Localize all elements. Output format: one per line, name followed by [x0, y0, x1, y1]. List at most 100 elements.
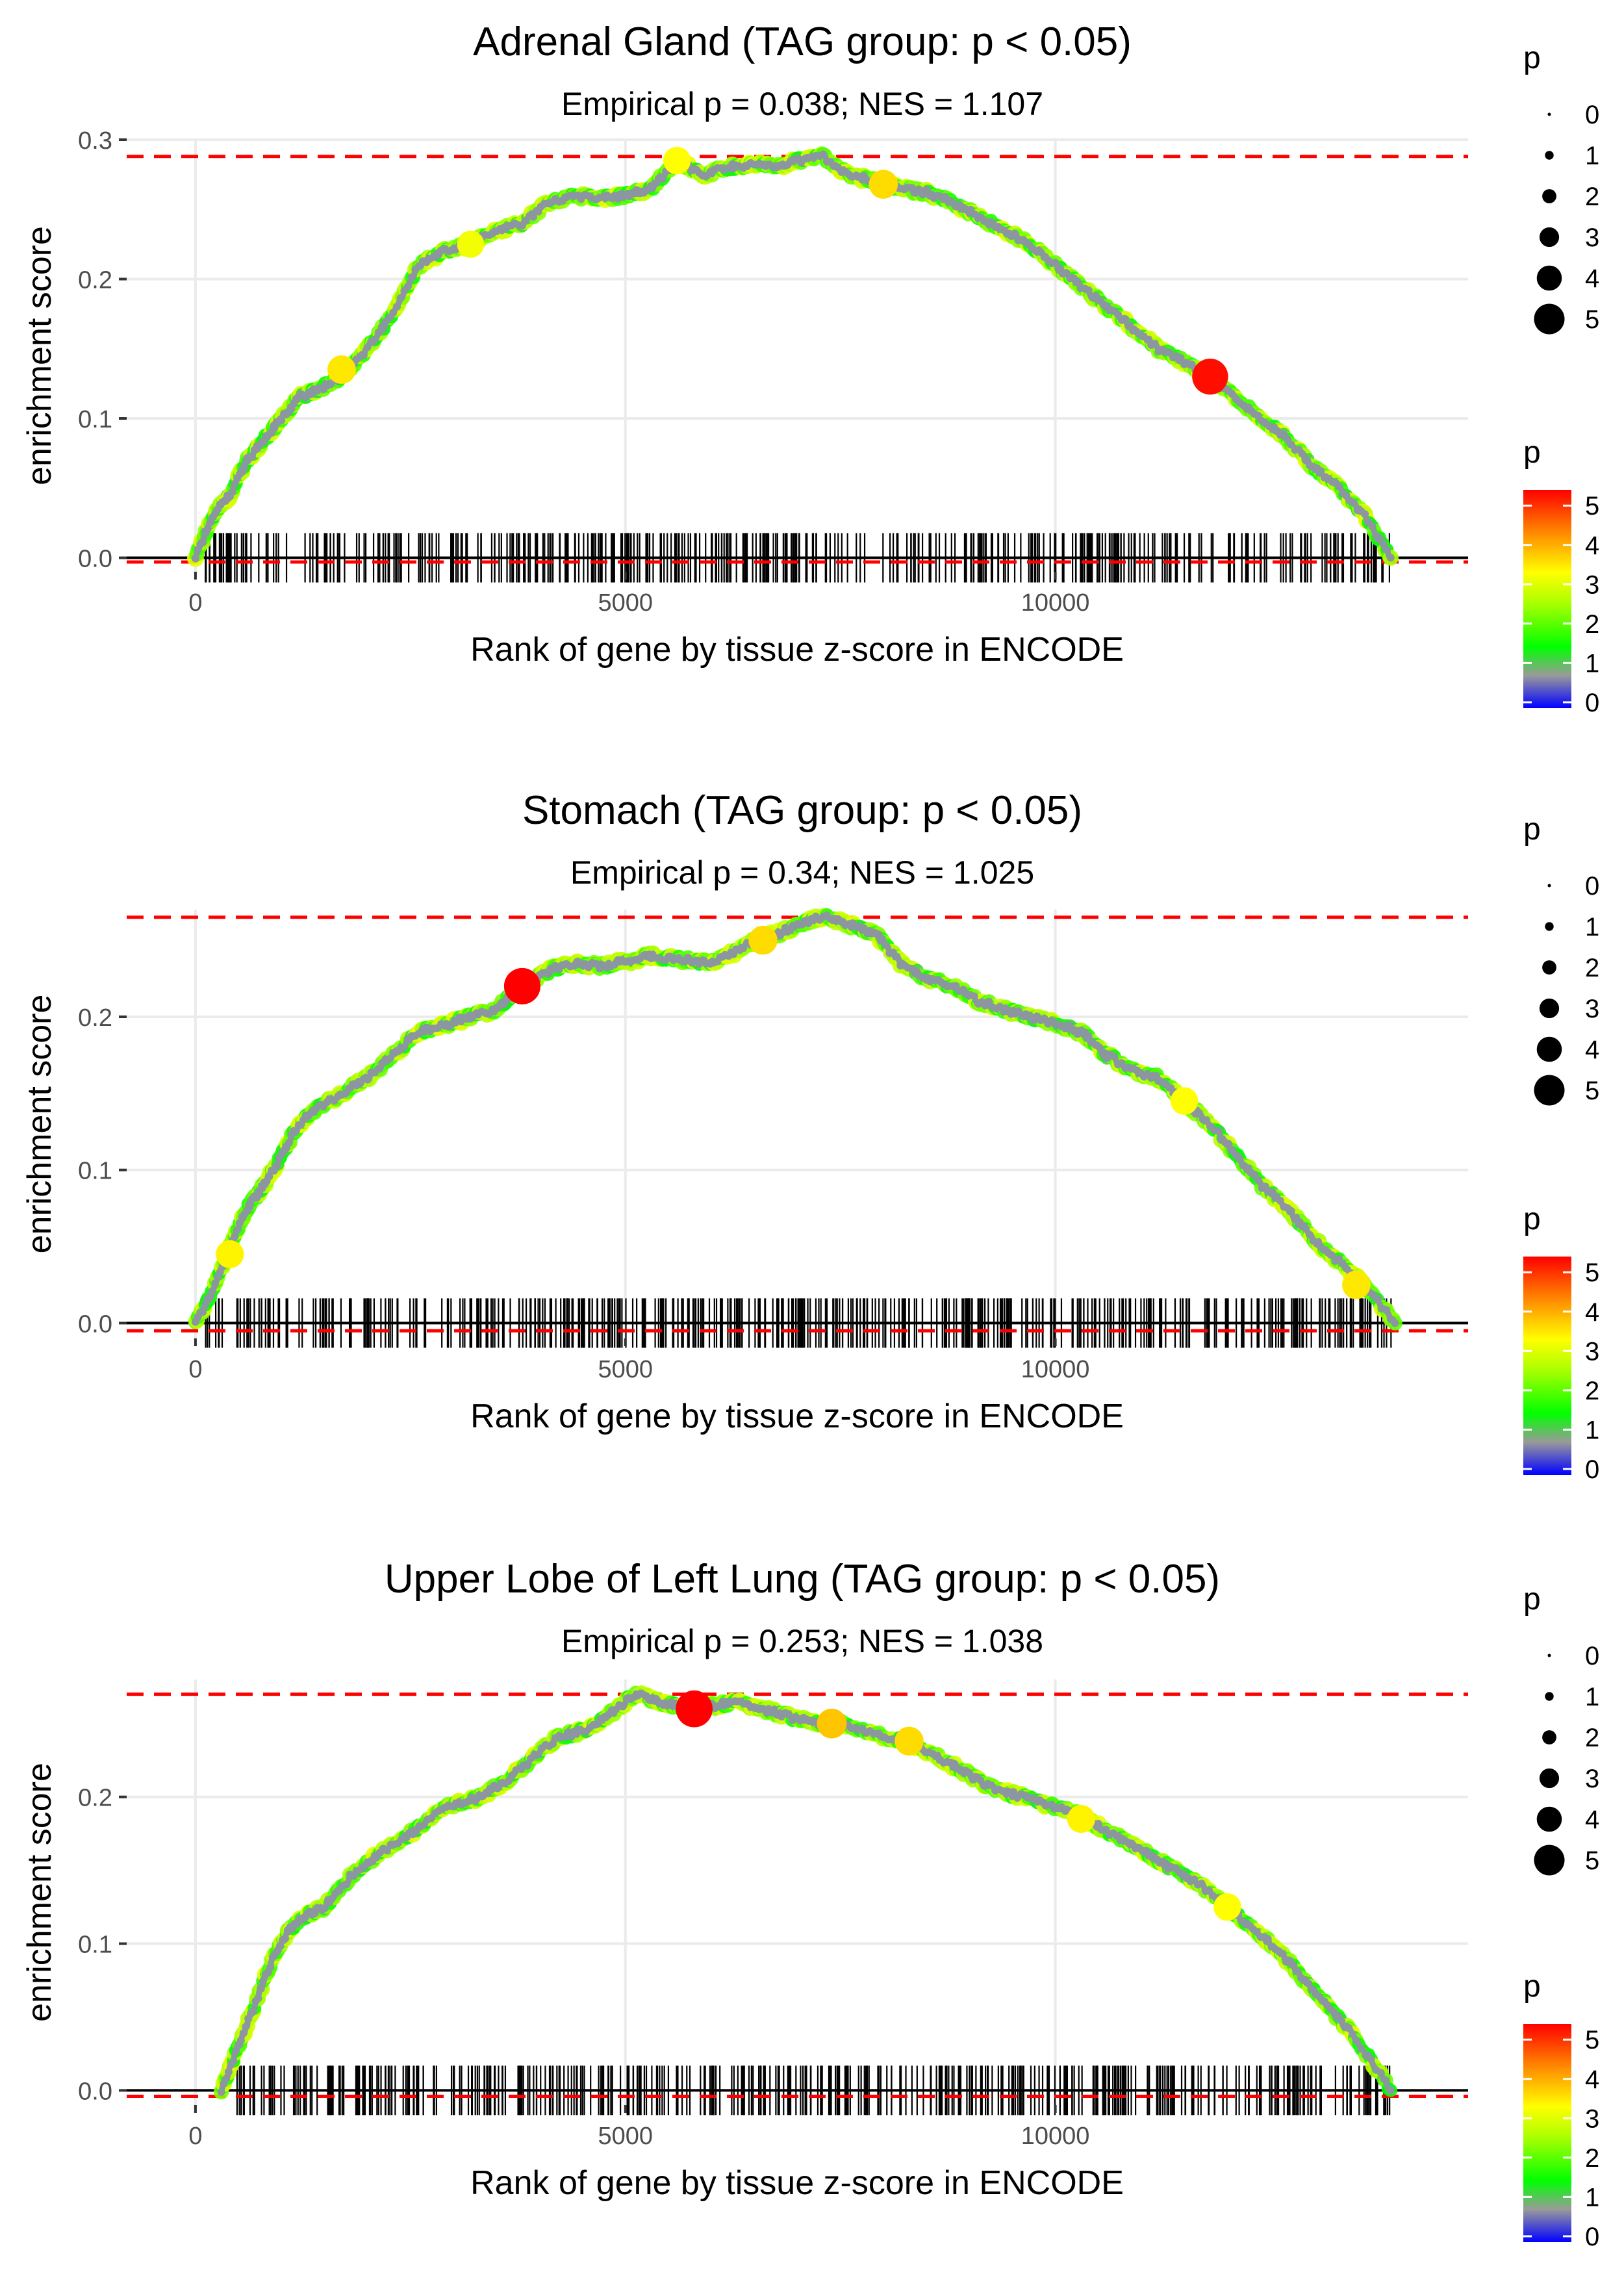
y-tick-label: 0.1 — [78, 406, 112, 433]
x-tick-label: 10000 — [1021, 2123, 1090, 2150]
chart-panel-3: Upper Lobe of Left Lung (TAG group: p < … — [21, 1557, 1599, 2251]
color-legend-label: 2 — [1585, 610, 1599, 639]
y-tick-label: 0.0 — [78, 1310, 112, 1338]
color-legend-label: 0 — [1585, 1455, 1599, 1484]
highlight-point — [216, 1240, 244, 1268]
x-axis-label: Rank of gene by tissue z-score in ENCODE — [470, 1398, 1124, 1435]
size-legend-dot — [1545, 151, 1554, 160]
y-tick-label: 0.2 — [78, 1004, 112, 1032]
chart-title: Upper Lobe of Left Lung (TAG group: p < … — [385, 1557, 1220, 1602]
size-legend-label: 5 — [1585, 1846, 1599, 1875]
size-legend-label: 3 — [1585, 995, 1599, 1023]
size-legend-title: p — [1523, 41, 1541, 75]
color-legend-label: 3 — [1585, 2104, 1599, 2133]
size-legend-dot — [1534, 303, 1565, 335]
color-legend-bar — [1523, 2024, 1571, 2242]
size-legend-label: 0 — [1585, 872, 1599, 901]
chart-panel-1: Adrenal Gland (TAG group: p < 0.05) Empir… — [21, 19, 1599, 717]
color-legend-label: 0 — [1585, 689, 1599, 717]
x-tick-label: 5000 — [598, 589, 653, 617]
y-axis-label: enrichment score — [21, 1763, 58, 2022]
highlight-point — [327, 355, 356, 384]
size-legend-label: 5 — [1585, 305, 1599, 334]
legend: p 0 1 2 3 4 5 p 0 1 2 3 4 5 — [1523, 41, 1599, 717]
x-tick-label: 10000 — [1021, 1356, 1090, 1383]
color-legend-bar — [1523, 1257, 1571, 1475]
x-tick-label: 5000 — [598, 2123, 653, 2150]
x-axis-label: Rank of gene by tissue z-score in ENCODE — [470, 2164, 1124, 2202]
curve-points — [188, 908, 1402, 1331]
color-legend-title: p — [1523, 1202, 1541, 1236]
color-legend-title: p — [1523, 1969, 1541, 2004]
size-legend-title: p — [1523, 1582, 1541, 1616]
size-legend-dot — [1547, 112, 1551, 116]
highlight-point — [894, 1726, 924, 1756]
y-tick-label: 0.2 — [78, 1785, 112, 1812]
curve-points — [213, 1685, 1398, 2100]
size-legend-dot — [1547, 884, 1551, 888]
color-legend-title: p — [1523, 435, 1541, 470]
size-legend-label: 1 — [1585, 142, 1599, 170]
size-legend-dot — [1545, 1692, 1554, 1701]
y-tick-label: 0.1 — [78, 1158, 112, 1185]
color-legend-label: 4 — [1585, 531, 1599, 560]
size-legend-dot — [1539, 227, 1560, 248]
size-legend-label: 3 — [1585, 1765, 1599, 1793]
size-legend-dot — [1542, 189, 1556, 203]
size-legend-dot — [1539, 998, 1560, 1019]
y-tick-label: 0.2 — [78, 267, 112, 294]
x-tick-label: 0 — [188, 1356, 202, 1383]
y-tick-label: 0.0 — [78, 2078, 112, 2105]
y-tick-label: 0.1 — [78, 1932, 112, 1959]
size-legend-dot — [1536, 1806, 1562, 1832]
color-legend-bar — [1523, 490, 1571, 708]
size-legend-label: 2 — [1585, 1724, 1599, 1752]
chart-subtitle: Empirical p = 0.34; NES = 1.025 — [570, 854, 1034, 891]
legend: p 0 1 2 3 4 5 p 0 1 2 3 4 5 — [1523, 1582, 1599, 2251]
highlight-point — [1192, 358, 1228, 395]
size-legend-dot — [1545, 922, 1554, 931]
legend: p 0 1 2 3 4 5 p 0 1 2 3 4 5 — [1523, 812, 1599, 1484]
x-tick-label: 0 — [188, 589, 202, 617]
y-tick-label: 0.3 — [78, 127, 112, 155]
color-legend-label: 3 — [1585, 570, 1599, 599]
size-legend-dot — [1536, 265, 1562, 291]
chart-title: Stomach (TAG group: p < 0.05) — [522, 788, 1082, 833]
size-legend-dot — [1542, 1730, 1556, 1744]
color-legend-label: 5 — [1585, 492, 1599, 520]
size-legend-label: 2 — [1585, 183, 1599, 211]
color-legend-label: 4 — [1585, 1298, 1599, 1327]
highlight-point — [1067, 1805, 1095, 1833]
size-legend-dot — [1534, 1075, 1565, 1106]
gridlines — [127, 138, 1468, 572]
size-legend-label: 0 — [1585, 101, 1599, 129]
y-axis-label: enrichment score — [21, 226, 58, 485]
chart-panel-2: Stomach (TAG group: p < 0.05) Empirical p… — [21, 788, 1599, 1484]
highlight-point — [869, 170, 898, 199]
gridlines — [127, 910, 1468, 1338]
size-legend-label: 4 — [1585, 1806, 1599, 1834]
size-legend-label: 4 — [1585, 1036, 1599, 1064]
x-tick-label: 0 — [188, 2123, 202, 2150]
size-legend-dot — [1542, 960, 1556, 975]
size-legend-dot — [1547, 1654, 1551, 1657]
chart-title: Adrenal Gland (TAG group: p < 0.05) — [473, 19, 1132, 64]
x-tick-label: 10000 — [1021, 589, 1090, 617]
size-legend-label: 3 — [1585, 224, 1599, 252]
size-legend-label: 4 — [1585, 264, 1599, 293]
color-legend-label: 1 — [1585, 1416, 1599, 1444]
highlight-point — [817, 1708, 847, 1739]
color-legend-label: 5 — [1585, 1258, 1599, 1287]
highlight-point — [663, 146, 691, 175]
x-tick-label: 5000 — [598, 1356, 653, 1383]
highlight-point — [457, 231, 485, 258]
highlight-point — [1170, 1087, 1199, 1115]
color-legend-label: 5 — [1585, 2026, 1599, 2054]
color-legend-label: 2 — [1585, 2144, 1599, 2173]
enrichment-curve — [192, 151, 1393, 560]
color-legend-label: 0 — [1585, 2223, 1599, 2251]
highlight-point — [1213, 1893, 1241, 1921]
color-legend-label: 3 — [1585, 1337, 1599, 1366]
color-legend-label: 1 — [1585, 2183, 1599, 2212]
